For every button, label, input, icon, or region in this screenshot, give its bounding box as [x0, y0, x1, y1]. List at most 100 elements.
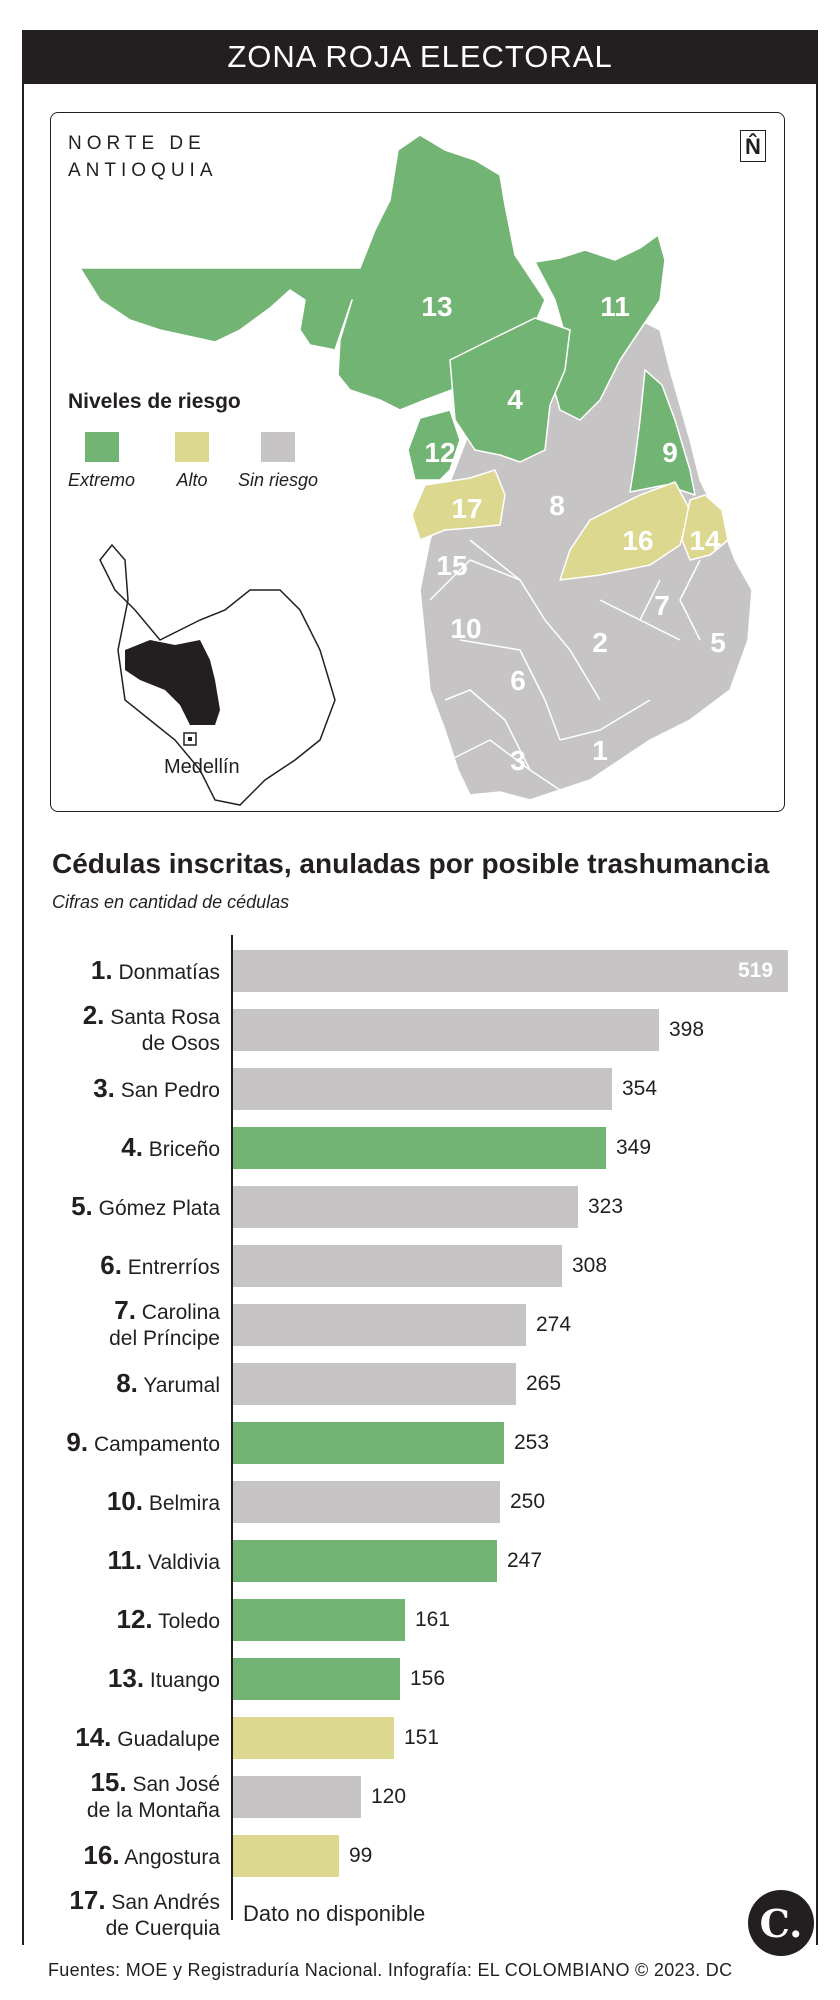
bar-14	[233, 1717, 394, 1759]
rank-number: 4.	[121, 1132, 143, 1162]
bar-label-1: 1. Donmatías	[91, 957, 220, 986]
bar-6	[233, 1245, 562, 1287]
bar-value-16: 99	[349, 1844, 373, 1867]
bar-10	[233, 1481, 500, 1523]
map-label-10: 10	[450, 613, 481, 644]
map-label-5: 5	[710, 627, 726, 658]
map-panel	[50, 112, 785, 812]
bar-8	[233, 1363, 516, 1405]
bar-value-10: 250	[510, 1490, 546, 1513]
municipality-name-line2: de Cuerquia	[105, 1917, 220, 1940]
bar-11	[233, 1540, 497, 1582]
bar-label-10: 10. Belmira	[107, 1488, 220, 1517]
bar-value-9: 253	[514, 1431, 550, 1454]
municipality-name: San Andrés	[111, 1891, 220, 1914]
bar-5	[233, 1186, 578, 1228]
municipality-name: Campamento	[93, 1433, 220, 1456]
map-label-17: 17	[451, 493, 482, 524]
bar-9	[233, 1422, 504, 1464]
map-region-13	[79, 134, 546, 411]
bar-value-7: 274	[536, 1313, 572, 1336]
map-label-6: 6	[510, 665, 526, 696]
bar-label-9: 9. Campamento	[66, 1429, 220, 1458]
bar-label-15: 15. San José de la Montaña	[87, 1769, 220, 1824]
municipality-name-line2: de la Montaña	[86, 1799, 220, 1822]
municipality-name: Carolina	[141, 1301, 220, 1324]
rank-number: 16.	[83, 1840, 120, 1870]
bar-value-11: 247	[507, 1549, 543, 1572]
map-label-4: 4	[507, 384, 523, 415]
rank-number: 17.	[69, 1885, 106, 1915]
bar-value-not-available: Dato no disponible	[243, 1901, 426, 1926]
municipality-name: Toledo	[158, 1610, 220, 1633]
municipality-name: Gómez Plata	[98, 1197, 220, 1220]
municipality-name: Valdivia	[148, 1551, 220, 1574]
bar-label-7: 7. Carolina del Príncipe	[109, 1297, 220, 1352]
map-region-4	[449, 317, 571, 463]
bar-7	[233, 1304, 526, 1346]
map-label-11: 11	[600, 291, 630, 322]
legend-swatch-extremo	[84, 432, 119, 462]
bar-label-11: 11. Valdivia	[107, 1547, 220, 1576]
rank-number: 11.	[107, 1545, 143, 1575]
bar-2	[233, 1009, 659, 1051]
bar-value-5: 323	[588, 1195, 624, 1218]
bar-15	[233, 1776, 361, 1818]
map-label-14: 14	[689, 525, 721, 556]
bar-value-15: 120	[371, 1785, 407, 1808]
bar-value-3: 354	[622, 1077, 658, 1100]
map-label-7: 7	[654, 590, 670, 621]
bar-label-12: 12. Toledo	[116, 1606, 220, 1635]
municipality-name-line2: del Príncipe	[109, 1327, 220, 1350]
municipality-name: Angostura	[124, 1846, 220, 1869]
map-label-2: 2	[592, 627, 608, 658]
legend-label-sin-riesgo: Sin riesgo	[238, 470, 319, 490]
map-label-8: 8	[549, 490, 565, 521]
legend-item-sin-riesgo: Sin riesgo	[238, 432, 318, 491]
medellin-label: Medellín	[164, 756, 240, 778]
antioquia-locator-inset	[99, 543, 336, 806]
map-label-9: 9	[662, 437, 678, 468]
municipality-name: Guadalupe	[117, 1728, 220, 1751]
map-label-12: 12	[424, 437, 455, 468]
legend-swatch-sin-riesgo	[261, 432, 296, 462]
page-title: ZONA ROJA ELECTORAL	[22, 30, 818, 84]
bar-label-4: 4. Briceño	[121, 1134, 220, 1163]
municipality-name: Briceño	[148, 1138, 220, 1161]
bar-12	[233, 1599, 405, 1641]
rank-number: 12.	[116, 1604, 153, 1634]
bar-label-14: 14. Guadalupe	[75, 1724, 220, 1753]
map-region-14	[681, 494, 729, 561]
bar-value-13: 156	[410, 1667, 446, 1690]
bar-label-8: 8. Yarumal	[116, 1370, 220, 1399]
legend-title: Niveles de riesgo	[68, 390, 241, 413]
bar-value-6: 308	[572, 1254, 608, 1277]
bar-label-3: 3. San Pedro	[93, 1075, 220, 1104]
chart-title: Cédulas inscritas, anuladas por posible …	[52, 848, 770, 879]
bar-value-1: 519	[738, 959, 774, 982]
rank-number: 2.	[82, 1000, 105, 1030]
municipality-name: Entrerríos	[127, 1256, 220, 1279]
bar-value-8: 265	[526, 1372, 562, 1395]
region-title-line1: NORTE DE	[68, 133, 206, 154]
rank-number: 15.	[90, 1767, 127, 1797]
legend-swatch-alto	[175, 432, 209, 462]
bar-1	[233, 950, 788, 992]
infographic-frame	[22, 30, 818, 1945]
region-title: NORTE DE ANTIOQUIA	[68, 130, 218, 184]
rank-number: 5.	[71, 1191, 93, 1221]
map-region-16	[559, 481, 691, 581]
legend-item-alto: Alto	[175, 432, 209, 491]
rank-number: 1.	[90, 955, 113, 985]
north-arrow-icon: N̂	[740, 130, 766, 162]
el-colombiano-logo: C.	[748, 1890, 814, 1956]
map-svg: 13 11 4 12 9 17 8 16 14 15 7 10 2 5 6 1 …	[79, 134, 753, 806]
bar-label-13: 13. Ituango	[108, 1665, 220, 1694]
bar-label-5: 5. Gómez Plata	[71, 1193, 220, 1222]
municipality-name: San Pedro	[120, 1079, 220, 1102]
footer-credits: Fuentes: MOE y Registraduría Nacional. I…	[48, 1960, 733, 1980]
rank-number: 10.	[106, 1486, 143, 1516]
bar-label-16: 16. Angostura	[83, 1842, 220, 1871]
map-label-1: 1	[592, 735, 608, 766]
municipality-name-line2: de Osos	[141, 1032, 220, 1055]
